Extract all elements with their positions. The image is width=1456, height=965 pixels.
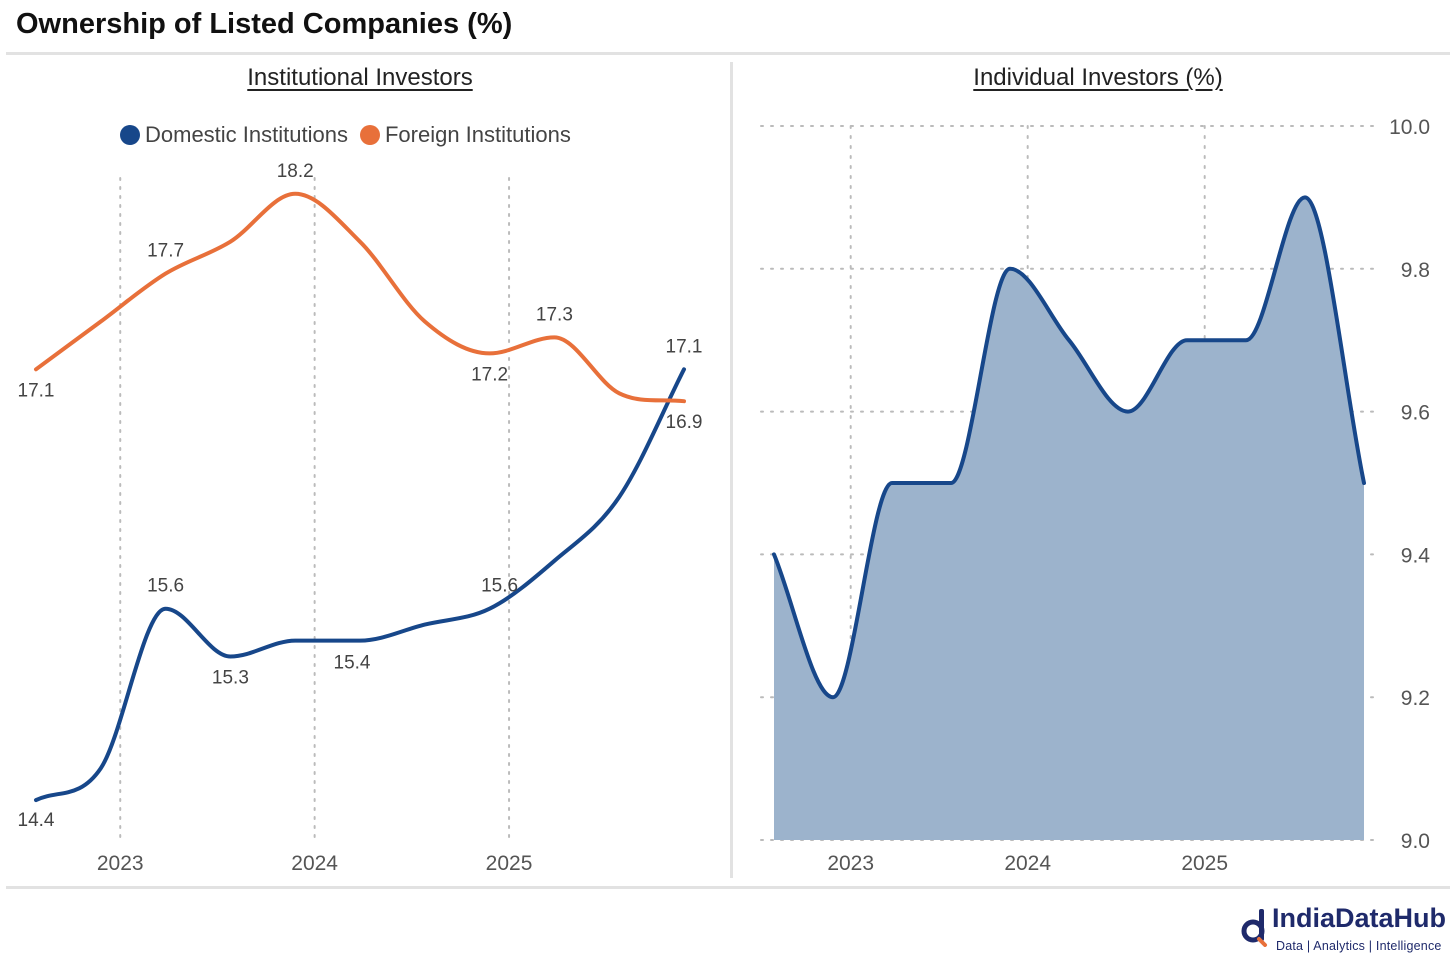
right-chart-title: Individual Investors (%) [973, 64, 1223, 91]
y-tick-label: 9.0 [1401, 830, 1430, 853]
individual-area-fill [774, 197, 1364, 840]
institutional-investors-chart: 2023 2024 2025 14.4 15.6 15.3 15.4 15.6 17.1 17.1… [18, 161, 703, 875]
x-tick-label: 2023 [827, 852, 874, 875]
d-magnifier-logo-icon [1241, 909, 1267, 947]
y-tick-label: 10.0 [1389, 116, 1430, 139]
domestic-data-label: 15.6 [147, 576, 184, 597]
left-chart-title: Institutional Investors [247, 64, 473, 91]
foreign-data-label: 17.3 [536, 304, 573, 325]
y-tick-label: 9.6 [1401, 402, 1430, 425]
foreign-data-label: 17.7 [147, 241, 184, 262]
footer-divider [6, 886, 1450, 889]
domestic-data-label: 14.4 [18, 810, 55, 831]
x-tick-label: 2024 [291, 852, 338, 875]
foreign-data-label: 16.9 [666, 412, 703, 433]
y-tick-label: 9.8 [1401, 259, 1430, 282]
foreign-data-label: 18.2 [277, 161, 314, 182]
x-tick-label: 2025 [486, 852, 533, 875]
y-tick-label: 9.2 [1401, 687, 1430, 710]
legend-marker-foreign [359, 125, 380, 145]
x-tick-label: 2023 [97, 852, 144, 875]
domestic-data-label: 15.4 [334, 653, 371, 674]
legend-marker-domestic [120, 125, 140, 145]
legend-label-domestic: Domestic Institutions [145, 122, 348, 147]
brand-tagline: Data | Analytics | Intelligence [1276, 939, 1442, 953]
page-title: Ownership of Listed Companies (%) [16, 8, 513, 40]
chart-legend: Domestic Institutions Foreign Institutio… [120, 122, 583, 148]
foreign-series-line [34, 191, 686, 404]
legend-label-foreign: Foreign Institutions [384, 122, 571, 147]
foreign-data-label: 17.1 [18, 380, 55, 401]
domestic-series-line [34, 367, 686, 803]
legend-item-foreign[interactable]: Foreign Institutions [359, 122, 571, 148]
y-tick-label: 9.4 [1401, 544, 1431, 567]
foreign-data-label: 17.2 [471, 364, 508, 385]
header-divider [6, 52, 1450, 55]
x-tick-label: 2025 [1181, 852, 1228, 875]
legend-item-domestic[interactable]: Domestic Institutions [120, 122, 348, 148]
domestic-data-label: 15.6 [481, 576, 518, 597]
brand-block[interactable]: IndiaDataHub Data | Analytics | Intellig… [1240, 903, 1450, 959]
individual-investors-chart: 9.0 9.2 9.4 9.6 9.8 10.0 2023 2024 2025 [760, 116, 1431, 875]
panel-divider [730, 62, 733, 878]
x-tick-label: 2024 [1004, 852, 1051, 875]
brand-name: IndiaDataHub [1272, 903, 1447, 933]
domestic-data-label: 17.1 [666, 336, 703, 357]
domestic-data-label: 15.3 [212, 668, 249, 689]
